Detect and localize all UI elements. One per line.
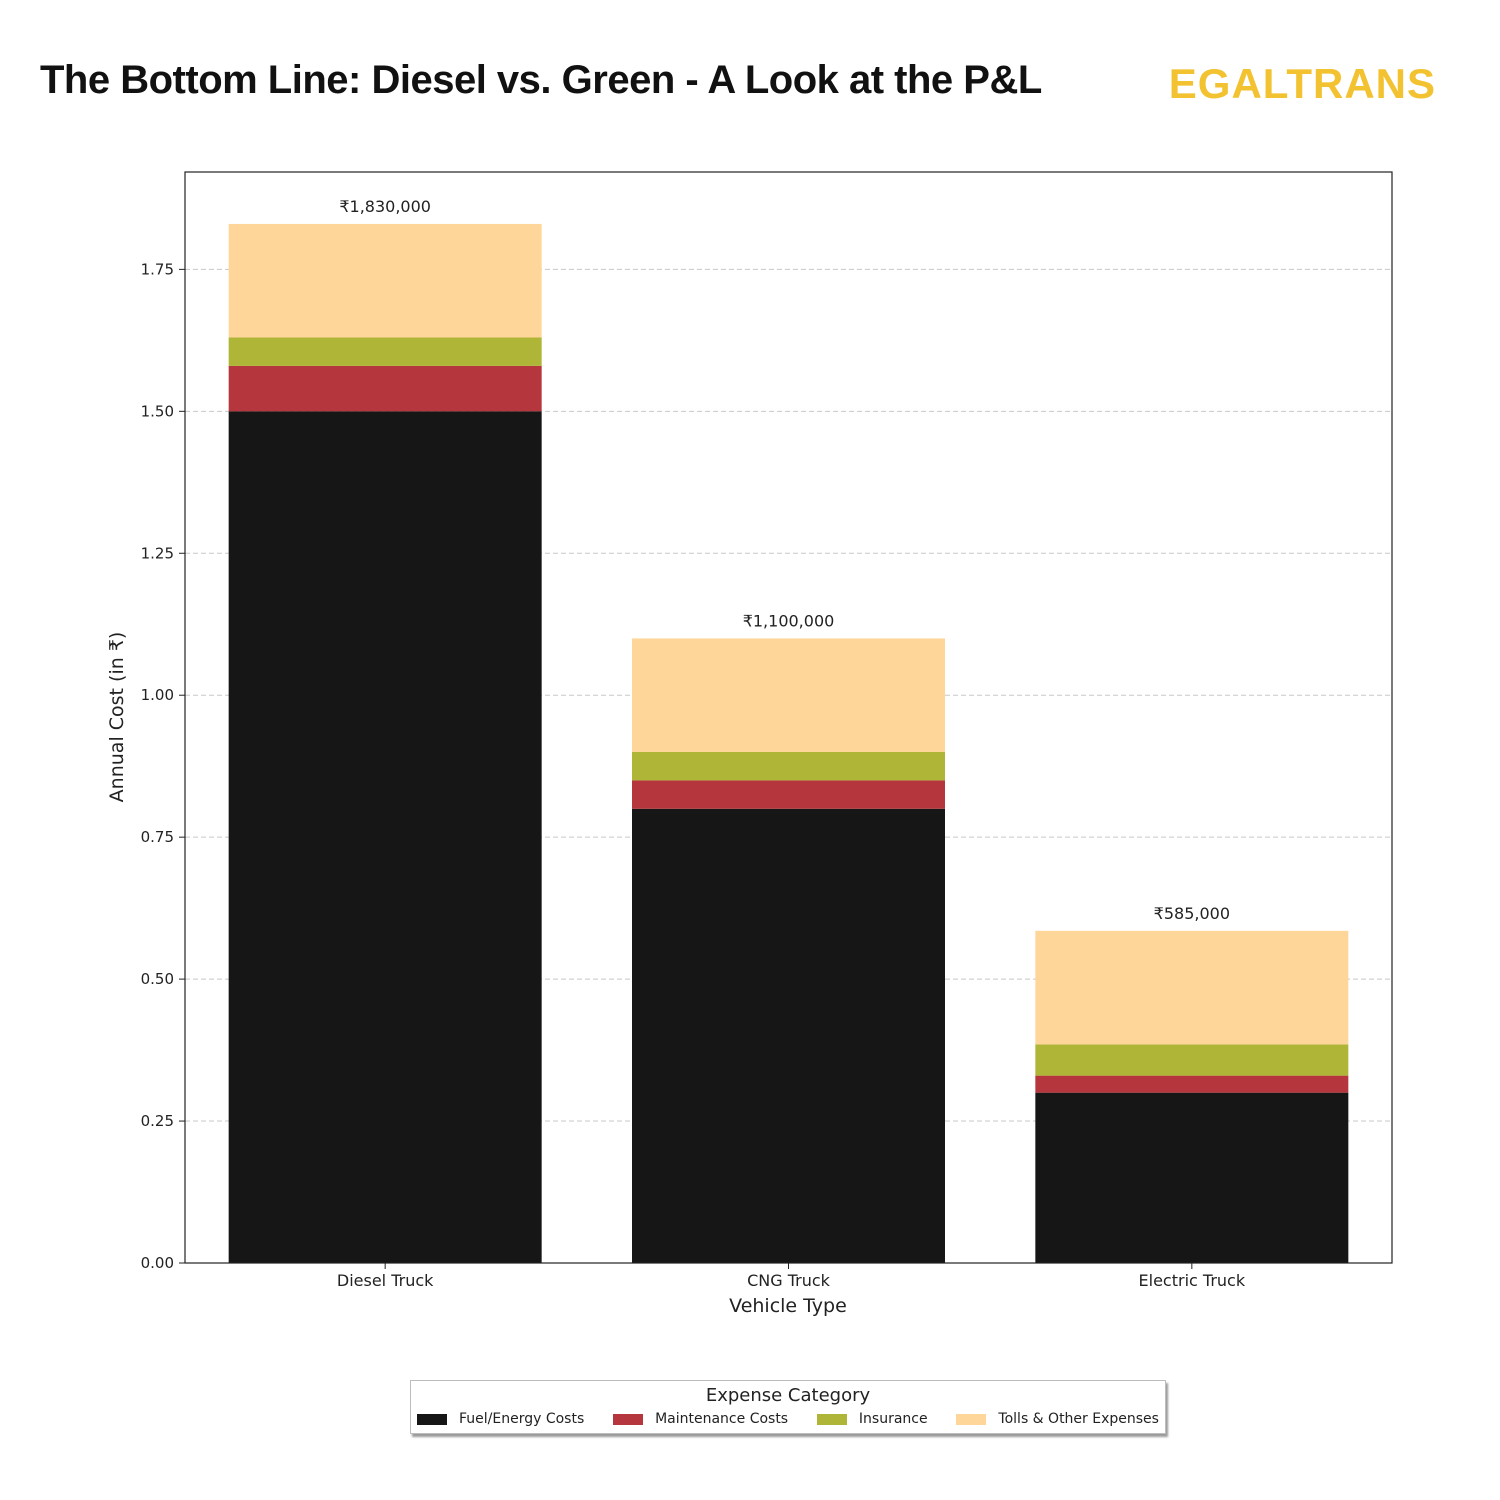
bar-segment xyxy=(228,223,542,338)
legend-label: Maintenance Costs xyxy=(655,1411,789,1427)
legend-title: Expense Category xyxy=(705,1385,871,1406)
legend-swatch xyxy=(613,1413,644,1425)
y-tick-label: 0.75 xyxy=(141,828,174,846)
legend-item: Insurance xyxy=(816,1411,928,1427)
y-tick-label: 0.00 xyxy=(141,1254,174,1272)
legend-swatch xyxy=(956,1413,987,1425)
legend-item: Tolls & Other Expenses xyxy=(956,1411,1159,1427)
y-axis: 0.00 0.25 0.50 0.75 1.00 1.25 1.50 1.75 xyxy=(141,260,185,1272)
stacked-bar-chart: ₹1,830,000 ₹1,100,000 ₹585,000 0.00 0.25 0.5… xyxy=(106,171,1393,1317)
bar-segment xyxy=(1035,930,1349,1045)
bar-segment xyxy=(1035,1092,1349,1263)
x-tick-label: Diesel Truck xyxy=(337,1271,434,1290)
legend-item: Maintenance Costs xyxy=(613,1411,788,1427)
bar-segment xyxy=(632,780,945,809)
total-labels: ₹1,830,000 ₹1,100,000 ₹585,000 xyxy=(339,197,1230,923)
y-tick-label: 1.25 xyxy=(141,544,174,562)
brand-logo: EGALTRANS xyxy=(1168,60,1436,107)
bar-segment xyxy=(632,808,945,1263)
bar-segment xyxy=(1035,1044,1349,1076)
y-tick-label: 1.75 xyxy=(141,260,174,278)
y-axis-label: Annual Cost (in ₹) xyxy=(106,632,128,803)
bar-total-label: ₹585,000 xyxy=(1154,904,1230,923)
bar-segment xyxy=(228,337,542,366)
y-tick-label: 1.00 xyxy=(141,686,174,704)
legend-item: Fuel/Energy Costs xyxy=(417,1411,584,1427)
legend-swatch xyxy=(816,1413,847,1425)
bar-total-label: ₹1,830,000 xyxy=(339,197,431,216)
bar-segment xyxy=(228,411,542,1263)
legend-items: Fuel/Energy Costs Maintenance Costs Insura… xyxy=(411,1407,1165,1427)
x-axis: Diesel Truck CNG Truck Electric Truck xyxy=(337,1263,1246,1290)
bar-total-label: ₹1,100,000 xyxy=(743,611,835,630)
y-tick-label: 1.50 xyxy=(141,402,174,420)
bar-segment xyxy=(632,638,945,752)
bar-segment xyxy=(228,365,542,412)
legend: Expense Category Fuel/Energy Costs Mainte… xyxy=(410,1380,1166,1434)
x-axis-label: Vehicle Type xyxy=(729,1295,847,1317)
y-tick-label: 0.50 xyxy=(141,970,174,988)
bar-segment xyxy=(632,751,945,781)
legend-swatch xyxy=(417,1413,447,1425)
legend-label: Tolls & Other Expenses xyxy=(998,1411,1159,1427)
x-tick-label: CNG Truck xyxy=(747,1271,831,1290)
bars xyxy=(228,223,1349,1263)
page-title: The Bottom Line: Diesel vs. Green - A Lo… xyxy=(40,58,1042,102)
y-tick-label: 0.25 xyxy=(141,1112,174,1130)
bar-segment xyxy=(1035,1075,1349,1093)
legend-label: Fuel/Energy Costs xyxy=(459,1411,585,1427)
legend-label: Insurance xyxy=(858,1411,928,1427)
x-tick-label: Electric Truck xyxy=(1139,1271,1246,1290)
